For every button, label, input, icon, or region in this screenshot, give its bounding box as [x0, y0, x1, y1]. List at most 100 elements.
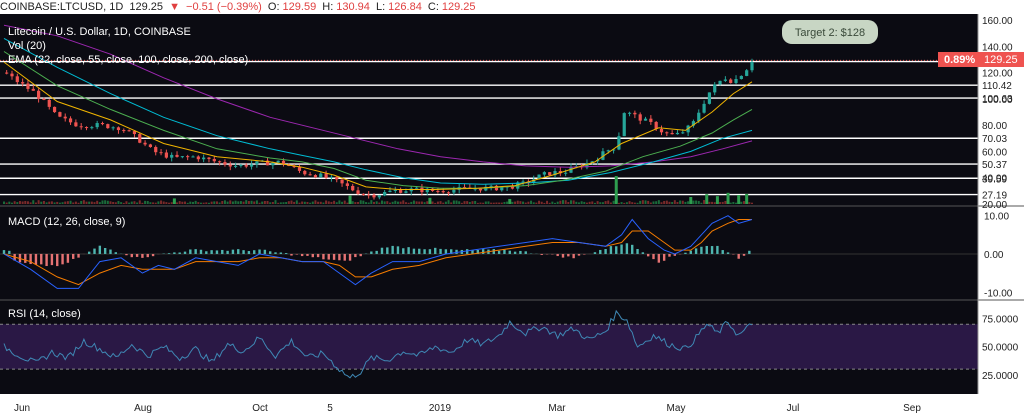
volume-bar	[708, 201, 711, 204]
candle-body	[675, 132, 680, 135]
low-label: L:	[375, 1, 386, 13]
level-label: 70.03	[982, 134, 1007, 145]
macd-histogram-bar	[716, 245, 719, 254]
time-axis-tick: Sep	[903, 403, 921, 414]
macd-histogram-bar	[29, 253, 32, 265]
candle-body	[361, 193, 365, 195]
volume-bar	[160, 200, 163, 204]
trading-chart[interactable]: 128.35110.42100.6370.0350.3739.5927.1920…	[0, 14, 1024, 419]
volume-bar	[612, 200, 615, 204]
macd-histogram-bar	[151, 253, 155, 257]
candle-body	[553, 171, 557, 176]
macd-histogram-bar	[567, 253, 570, 257]
symbol-label: COINBASE:LTCUSD, 1D	[0, 1, 124, 13]
candle-body	[271, 162, 275, 166]
macd-histogram-bar	[465, 249, 469, 254]
macd-histogram-bar	[311, 253, 314, 258]
volume-bar	[436, 201, 439, 204]
time-axis-background	[0, 394, 1024, 419]
candle-body	[548, 172, 552, 176]
macd-histogram-bar	[641, 252, 645, 254]
candle-body	[590, 161, 594, 164]
volume-bar	[548, 202, 551, 204]
ema-100-line	[3, 37, 753, 185]
volume-bar	[452, 200, 455, 204]
macd-histogram-bar	[444, 249, 448, 254]
volume-bar	[141, 202, 144, 204]
volume-bar	[657, 200, 660, 204]
volume-bar	[623, 202, 626, 204]
macd-signal-line	[3, 219, 752, 286]
volume-bar	[511, 201, 514, 204]
macd-histogram-bar	[2, 250, 6, 254]
macd-histogram-bar	[684, 252, 687, 254]
volume-bar	[205, 202, 208, 204]
volume-bar	[663, 200, 666, 204]
rsi-pane[interactable]	[0, 309, 978, 379]
candle-body	[702, 103, 706, 113]
candle-body	[345, 183, 349, 186]
volume-bar	[633, 202, 636, 204]
macd-histogram-bar	[375, 250, 378, 254]
volume-bar	[721, 201, 724, 204]
volume-bar	[335, 202, 338, 204]
macd-histogram-bar	[673, 253, 677, 256]
volume-bar	[207, 202, 210, 204]
volume-bar	[80, 200, 83, 204]
volume-bar	[66, 201, 69, 204]
volume-bar	[261, 201, 264, 204]
macd-histogram-bar	[636, 249, 639, 254]
volume-bar	[295, 200, 298, 204]
macd-histogram-bar	[268, 251, 272, 254]
candle-body	[404, 191, 408, 193]
volume-bar	[508, 198, 512, 204]
candle-body	[723, 79, 727, 81]
candle-body	[164, 152, 168, 158]
symbol-header: COINBASE:LTCUSD, 1D 129.25 ▼ −0.51 (−0.3…	[0, 0, 1024, 14]
volume-bar	[72, 202, 75, 204]
price-tag-value: 129.25	[984, 54, 1018, 66]
volume-bar	[343, 200, 346, 204]
level-label: 50.37	[982, 160, 1007, 171]
volume-bar	[354, 202, 357, 204]
price-pane[interactable]	[0, 24, 978, 204]
macd-histogram-bar	[24, 253, 27, 263]
volume-bar	[255, 200, 258, 204]
candle-body	[196, 156, 200, 160]
volume-bar	[404, 202, 407, 204]
level-label-bg	[979, 158, 1024, 171]
macd-histogram-bar	[710, 246, 714, 254]
volume-bar	[101, 200, 104, 204]
macd-histogram-bar	[247, 251, 251, 254]
macd-histogram-bar	[476, 250, 480, 254]
candle-body	[154, 147, 158, 153]
macd-histogram-bar	[332, 253, 336, 260]
candle-body	[281, 160, 286, 165]
volume-bar	[444, 201, 447, 204]
volume-bar	[26, 201, 29, 204]
volume-bar	[506, 201, 509, 204]
close-value: 129.25	[441, 1, 476, 13]
volume-bar	[226, 201, 229, 204]
macd-histogram-bar	[231, 249, 235, 254]
candle-body	[585, 163, 589, 168]
volume-bar	[490, 202, 493, 204]
volume-bar	[21, 201, 24, 204]
candle-body	[207, 157, 211, 159]
volume-bar	[593, 202, 596, 204]
macd-histogram-bar	[290, 253, 293, 256]
volume-bar	[362, 200, 365, 204]
volume-bar	[53, 202, 56, 204]
candle-body	[425, 188, 429, 193]
candle-body	[127, 130, 131, 132]
target-callout-text: Target 2: $128	[795, 27, 865, 39]
volume-bar	[399, 201, 402, 204]
macd-pane[interactable]	[0, 215, 978, 289]
volume-bar	[378, 202, 381, 204]
candle-body	[79, 126, 83, 128]
volume-bar	[559, 200, 562, 204]
level-label-bg	[979, 132, 1024, 145]
volume-bar	[74, 201, 77, 204]
target-callout[interactable]: Target 2: $128	[782, 20, 878, 44]
macd-histogram-bar	[434, 247, 437, 254]
